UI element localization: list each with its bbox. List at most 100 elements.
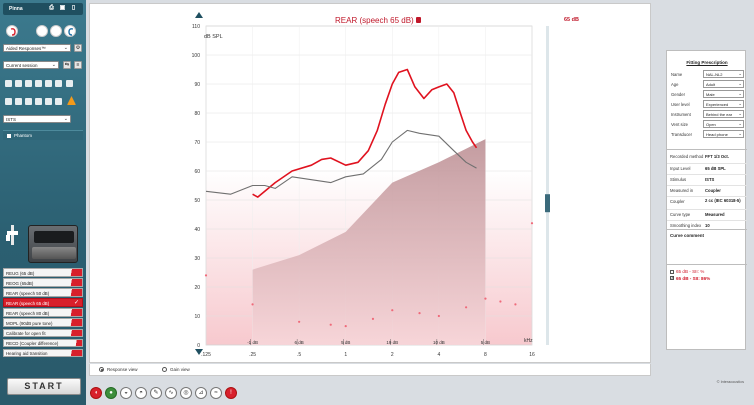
aided-options-icon[interactable]: ⚙ [74, 44, 82, 52]
measurement-item[interactable]: Hearing aid transition [3, 348, 83, 358]
curve-comment-box[interactable]: Curve comment [667, 229, 747, 264]
y-tick-label: 70 [194, 140, 200, 146]
select-value: Male [706, 92, 715, 97]
ruler-icon[interactable]: ⊿ [195, 387, 207, 399]
analyzer-device-image [28, 225, 78, 263]
tool-icon-2[interactable] [15, 80, 22, 87]
tool-icon-10[interactable] [25, 98, 32, 105]
measurement-list: REUG (65 dB) REOG (65dB) REAR (speech 50… [3, 268, 83, 359]
phantom-checkbox[interactable] [7, 134, 11, 138]
legend-item-unaided[interactable]: 65 dB - SII: % [670, 269, 704, 274]
transducer-select[interactable]: Head phone ⌄ [703, 130, 744, 138]
chevron-down-icon: ⌄ [738, 81, 742, 86]
age-select[interactable]: Adult ⌄ [703, 80, 744, 88]
prescription-row-gender: Gender Male ⌄ [670, 90, 744, 98]
info-stimulus: Stimulus ISTS [667, 174, 747, 183]
pen-icon[interactable]: ✎ [150, 387, 162, 399]
ear-right-button[interactable] [64, 25, 76, 37]
lock-icon [415, 17, 421, 23]
compare-icon[interactable]: ⇆ [63, 61, 71, 69]
dial-label: 6 dB [295, 340, 304, 345]
measurement-item[interactable]: REAR (speech 80 dB) [3, 308, 83, 317]
noise-icon[interactable]: ◓ [135, 387, 147, 399]
binaural-button[interactable] [36, 25, 48, 37]
chevron-down-icon: ⌄ [738, 101, 742, 106]
chevron-down-icon: ⌄ [51, 62, 56, 68]
info-recorded-method: Recorded method FFT 1/3 Oct. [667, 152, 747, 161]
dial-label: 5 dB [341, 340, 350, 345]
tool-icon-7[interactable] [66, 80, 73, 87]
warning-icon[interactable]: ! [225, 387, 237, 399]
measurement-item[interactable]: REAR (speech 50 dB) [3, 288, 83, 297]
tool-icon-6[interactable] [55, 80, 62, 87]
response-view-radio[interactable] [99, 367, 104, 372]
tool-icon-4[interactable] [35, 80, 42, 87]
row-label: Age [671, 81, 679, 87]
record-icon[interactable]: ● [105, 387, 117, 399]
gender-select[interactable]: Male ⌄ [703, 90, 744, 98]
tool-icon-12[interactable] [45, 98, 52, 105]
info-value: Coupler [705, 188, 721, 193]
scatter-point [329, 323, 332, 326]
tool-icon-5[interactable] [45, 80, 52, 87]
measurement-label: REUG (65 dB) [6, 270, 35, 276]
select-value: Experienced [706, 102, 729, 107]
mute-icon[interactable]: ◒ [120, 387, 132, 399]
gain-view-radio[interactable] [162, 367, 167, 372]
chevron-down-icon: ⌄ [738, 91, 742, 96]
legend-item-aided[interactable]: 65 dB - SII: 86% [670, 276, 710, 281]
instrument-select[interactable]: Behind the ear ⌄ [703, 110, 744, 118]
measurement-item[interactable]: REUG (65 dB) [3, 268, 83, 277]
target-area [252, 139, 486, 345]
target-icon[interactable]: ◎ [180, 387, 192, 399]
measurement-item[interactable]: MOPL (90dB pure tone) [3, 318, 83, 327]
chart-title-text: REAR (speech 65 dB) [335, 16, 414, 25]
tool-icon-11[interactable] [35, 98, 42, 105]
chevron-down-icon: ⌄ [738, 71, 742, 76]
info-value: 65 dB SPL [705, 166, 726, 171]
print-icon[interactable]: ⎙ [49, 5, 54, 11]
x-tick-label: .125 [201, 352, 211, 358]
legend-checkbox[interactable] [670, 276, 674, 280]
y-tick-label: 0 [197, 343, 200, 349]
measurement-item-active[interactable]: REAR (speech 65 dB) ✓ [3, 298, 83, 307]
scrollbar-thumb [545, 194, 550, 213]
user-level-select[interactable]: Experienced ⌄ [703, 100, 744, 108]
info-key: Input Level [670, 166, 691, 171]
ear-left-button[interactable] [6, 25, 18, 37]
scatter-point [530, 222, 534, 225]
measurement-item[interactable]: REOG (65dB) [3, 278, 83, 287]
signal-select[interactable]: ISTS ⌄ [3, 115, 71, 123]
warning-icon[interactable] [67, 96, 76, 105]
start-button[interactable]: START [7, 378, 81, 395]
left-ear-icon[interactable]: ◖ [90, 387, 102, 399]
save-icon[interactable]: ▣ [59, 5, 66, 11]
wave-icon[interactable]: ≈ [210, 387, 222, 399]
tool-icon-13[interactable] [55, 98, 62, 105]
session-select-value: Current session [6, 63, 38, 68]
aided-select[interactable]: Aided Responses™ ⌄ [3, 44, 71, 52]
left-panel: Pinna ⎙ ▣ ▯ Aided Responses™ ⌄ ⚙ Current… [0, 0, 86, 405]
both-ears-button[interactable] [50, 25, 62, 37]
name-select[interactable]: NAL-NL2 ⌄ [703, 70, 744, 78]
x-tick-label: 1 [344, 352, 347, 358]
chevron-down-icon: ⌄ [63, 116, 68, 122]
tool-icon-1[interactable] [5, 80, 12, 87]
curve-icon[interactable]: ∿ [165, 387, 177, 399]
session-tools-icon[interactable]: ≡ [74, 61, 82, 69]
measurement-item[interactable]: Calibrate for open fit [3, 328, 83, 338]
tool-icon-8[interactable] [5, 98, 12, 105]
x-tick-label: 2 [391, 352, 394, 358]
vent-size-select[interactable]: Open ⌄ [703, 120, 744, 128]
legend-checkbox[interactable] [670, 270, 674, 274]
row-label: Vent size [671, 121, 688, 127]
tool-icon-3[interactable] [25, 80, 32, 87]
tool-icon-9[interactable] [15, 98, 22, 105]
y-tick-label: 90 [194, 82, 200, 88]
page-icon[interactable]: ▯ [71, 5, 76, 11]
row-label: Name [671, 71, 683, 77]
phantom-toggle[interactable]: Phantom [3, 130, 83, 140]
measurement-item[interactable]: RECD (Coupler difference)✓ [3, 338, 83, 348]
curve-comment-title: Curve comment [670, 233, 705, 238]
session-select[interactable]: Current session ⌄ [3, 61, 59, 69]
